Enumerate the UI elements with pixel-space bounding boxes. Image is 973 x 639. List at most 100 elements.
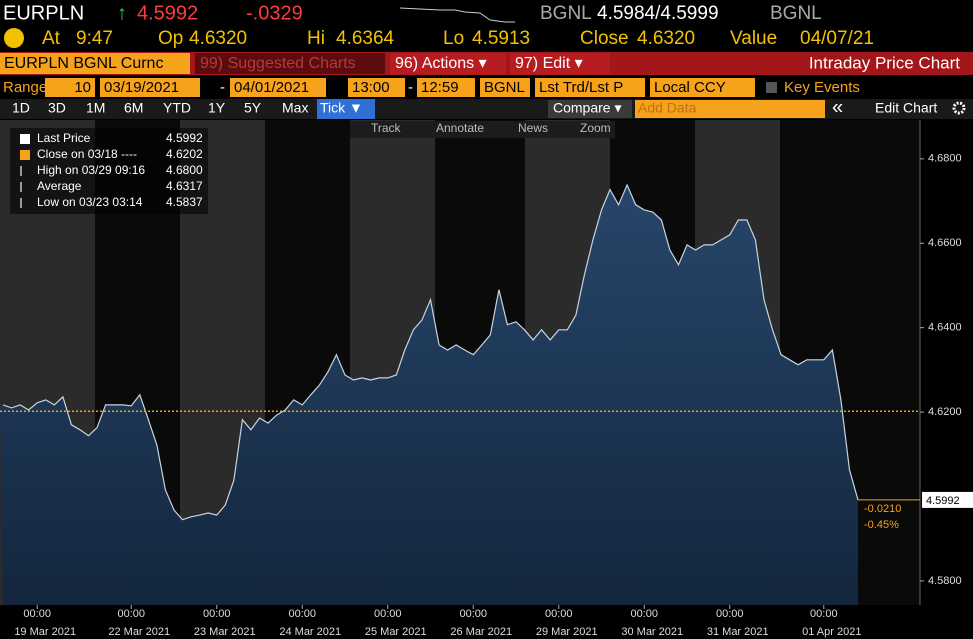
compare-btn[interactable] — [548, 100, 632, 118]
legend-bg — [10, 128, 208, 214]
x-tick-label: 00:00 — [23, 608, 51, 620]
last-price-box — [922, 491, 973, 508]
period-button[interactable]: Max — [282, 100, 308, 116]
y-tick-label: 4.6200 — [928, 406, 962, 418]
x-tick-date: 29 Mar 2021 — [536, 626, 598, 638]
period-selected[interactable] — [317, 99, 375, 119]
legend-icon — [20, 166, 22, 176]
chart-tool[interactable]: Track — [371, 121, 402, 135]
add-data-box[interactable] — [635, 100, 825, 118]
input-currency: Local CCY — [654, 79, 726, 96]
actions-btn[interactable] — [390, 53, 506, 74]
period-button[interactable]: 1D — [12, 100, 30, 116]
x-tick-label: 00:00 — [630, 608, 658, 620]
period-button[interactable]: 6M — [124, 100, 143, 116]
input-start_time: 13:00 — [352, 79, 390, 96]
legend-value: 4.5837 — [166, 195, 203, 209]
quote-value: 4.6320 — [189, 28, 247, 49]
page-title: Intraday Price Chart — [809, 53, 960, 72]
quote-value: 4.6364 — [336, 28, 395, 49]
arrow: ↑ — [117, 2, 127, 24]
x-tick-date: 01 Apr 2021 — [802, 626, 861, 638]
input-end_time: 12:59 — [421, 79, 459, 96]
x-tick-date: 25 Mar 2021 — [365, 626, 427, 638]
input-box[interactable] — [535, 78, 645, 97]
x-axis-bg — [0, 605, 973, 639]
actions: 96) Actions ▾ — [395, 55, 487, 72]
sparkline — [399, 7, 515, 23]
chart-tool[interactable]: News — [518, 121, 548, 135]
quote-label: Op — [158, 28, 183, 49]
edit: 97) Edit ▾ — [515, 55, 583, 72]
security-box — [0, 53, 190, 74]
gear[interactable] — [952, 101, 966, 115]
period-button[interactable]: 1Y — [208, 100, 226, 116]
quote-value: 9:47 — [76, 28, 113, 49]
period-button[interactable]: Tick ▼ — [320, 100, 363, 116]
legend-icon — [20, 150, 30, 160]
input-box[interactable] — [348, 78, 405, 97]
suggested-bg[interactable] — [195, 53, 385, 74]
x-tick-label: 00:00 — [459, 608, 487, 620]
key-events: Key Events — [784, 79, 860, 96]
price: 4.5992 — [137, 2, 198, 24]
checkbox[interactable] — [766, 82, 777, 93]
input-box[interactable] — [45, 78, 95, 97]
input-source: BGNL — [484, 79, 525, 96]
input-box[interactable] — [100, 78, 200, 97]
input-count: 10 — [74, 79, 91, 96]
source: BGNL — [540, 3, 592, 24]
range-sep: - — [220, 79, 225, 96]
input-end_date: 04/01/2021 — [234, 79, 309, 96]
x-tick-label: 00:00 — [545, 608, 573, 620]
y-tick-label: 4.5800 — [928, 575, 962, 587]
suggested: 99) Suggested Charts — [200, 55, 356, 72]
change-label: -0.0210 — [864, 503, 901, 515]
x-tick-label: 00:00 — [203, 608, 231, 620]
x-tick-label: 00:00 — [117, 608, 145, 620]
chart-tool[interactable]: Zoom — [580, 121, 611, 135]
source: BGNL — [770, 3, 822, 24]
compare: Compare ▾ — [553, 100, 622, 116]
chart-tool[interactable]: Annotate — [436, 121, 484, 135]
period-button[interactable]: 1M — [86, 100, 105, 116]
x-tick-date: 30 Mar 2021 — [621, 626, 683, 638]
x-tick-date: 31 Mar 2021 — [707, 626, 769, 638]
collapse: « — [832, 96, 843, 118]
x-tick-date: 23 Mar 2021 — [194, 626, 256, 638]
legend-name: Last Price — [37, 131, 91, 145]
quote-label: Hi — [307, 28, 325, 49]
add-data: Add Data — [638, 100, 697, 116]
quote-value: 04/07/21 — [800, 28, 874, 49]
legend-icon — [20, 198, 22, 208]
button-bar — [0, 99, 973, 119]
period-button[interactable]: 5Y — [244, 100, 262, 116]
legend-value: 4.5992 — [166, 131, 203, 145]
x-tick-label: 00:00 — [716, 608, 744, 620]
period-button[interactable]: YTD — [163, 100, 191, 116]
quote-label: At — [42, 28, 61, 49]
period-button[interactable]: 3D — [48, 100, 66, 116]
legend-value: 4.6800 — [166, 163, 203, 177]
legend-name: Low on 03/23 03:14 — [37, 195, 143, 209]
axis-bg — [920, 120, 973, 605]
input-box[interactable] — [417, 78, 475, 97]
security: EURPLN BGNL Curnc — [4, 55, 163, 72]
x-tick-label: 00:00 — [374, 608, 402, 620]
y-tick-label: 4.6400 — [928, 322, 962, 334]
change: -.0329 — [246, 2, 303, 24]
quote-label: Lo — [443, 28, 464, 49]
last-price-label: 4.5992 — [926, 495, 960, 507]
x-tick-date: 26 Mar 2021 — [450, 626, 512, 638]
range-sep: - — [408, 79, 413, 96]
input-box[interactable] — [230, 78, 326, 97]
tools-bg — [350, 121, 615, 138]
input-box[interactable] — [480, 78, 530, 97]
x-tick-date: 24 Mar 2021 — [279, 626, 341, 638]
edit-btn[interactable] — [510, 53, 610, 74]
input-box[interactable] — [650, 78, 755, 97]
edit-chart: Edit Chart — [875, 100, 937, 116]
price-area — [0, 185, 858, 605]
